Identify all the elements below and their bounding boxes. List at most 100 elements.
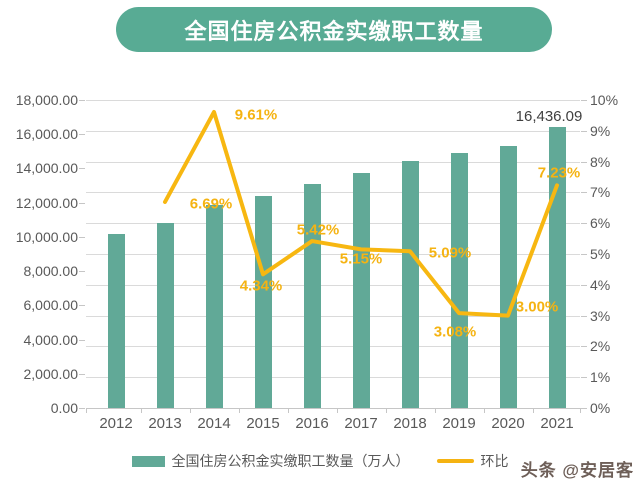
y-right-tick-label: 5% (590, 246, 611, 262)
legend-bar-swatch (131, 455, 165, 467)
y-left-tick-label: 18,000.00 (15, 92, 78, 108)
y-right-tick-label: 3% (590, 307, 611, 324)
y-right-tick (581, 408, 587, 409)
y-left-tick-label: 6,000.00 (23, 297, 79, 314)
growth-line (163, 110, 559, 318)
y-right-tick (581, 254, 587, 255)
x-label-2017: 2017 (344, 415, 378, 432)
y-right-tick-label: 6% (590, 215, 611, 232)
gridline (86, 100, 580, 101)
y-right-tick (581, 192, 587, 194)
y-left-tick-label: 2,000.00 (23, 365, 79, 382)
y-left-tick (79, 339, 85, 341)
y-right-tick-label: 10% (590, 92, 619, 108)
legend-line-swatch (436, 459, 474, 463)
gridline (86, 223, 580, 225)
legend-line-label: 环比 (480, 453, 509, 469)
x-tick (238, 408, 240, 413)
y-left-tick-label: 14,000.00 (15, 160, 78, 177)
y-right-tick (581, 284, 587, 286)
legend: 全国住房公积金实缴职工数量（万人） 环比 (0, 451, 640, 471)
x-label-2016: 2016 (295, 415, 329, 432)
x-tick (336, 408, 338, 413)
y-left-tick (79, 100, 85, 101)
x-label-2020: 2020 (491, 415, 525, 432)
x-tick (189, 408, 191, 413)
bar-2013 (156, 222, 174, 408)
y-left-tick (79, 373, 85, 375)
bar-2019 (450, 153, 468, 408)
line-label-2018: 5.09% (428, 244, 472, 262)
y-left-tick-label: 16,000.00 (15, 126, 78, 143)
x-label-2021: 2021 (540, 415, 574, 432)
x-tick (287, 408, 289, 413)
y-right-tick (581, 100, 587, 101)
bar-2014 (205, 204, 223, 408)
x-label-2019: 2019 (442, 415, 476, 432)
y-left-tick-label: 4,000.00 (23, 331, 79, 348)
line-label-2020: 3.00% (515, 298, 559, 316)
y-left-tick-label: 12,000.00 (15, 194, 78, 211)
y-right-tick (581, 377, 587, 379)
line-label-2013: 6.69% (189, 195, 233, 213)
y-left-tick-label: 8,000.00 (23, 263, 79, 280)
growth-line-path (163, 110, 559, 318)
legend-bar-label: 全国住房公积金实缴职工数量（万人） (171, 453, 410, 469)
x-tick (434, 408, 436, 413)
x-label-2014: 2014 (197, 415, 231, 432)
line-label-2017: 5.15% (339, 250, 383, 268)
gridline (86, 130, 580, 132)
gridline (86, 377, 580, 379)
x-tick (580, 408, 581, 413)
x-label-2012: 2012 (99, 415, 133, 432)
page-title: 全国住房公积金实缴职工数量 (184, 18, 484, 44)
x-tick (86, 408, 87, 413)
plot-area: 16,436.09 6.69% 9.61% 4.34% 5.42% 5.15% 5.09% 3… (86, 100, 583, 408)
gridline (86, 254, 580, 255)
y-right-tick (581, 223, 587, 225)
x-tick (140, 408, 142, 413)
y-right-tick (581, 161, 587, 163)
bar-value-label: 16,436.09 (515, 107, 583, 125)
gridline (86, 315, 580, 317)
y-right-tick-label: 0% (590, 400, 611, 416)
gridline (86, 192, 580, 194)
y-right-tick-label: 7% (590, 184, 611, 201)
x-tick (483, 408, 485, 413)
x-tick (385, 408, 387, 413)
y-right-tick (581, 346, 587, 348)
y-left-tick (79, 134, 85, 136)
x-label-2018: 2018 (393, 415, 427, 432)
y-left-tick-label: 10,000.00 (15, 228, 78, 245)
y-left-tick (79, 408, 85, 409)
y-right-tick-label: 2% (590, 338, 611, 355)
y-right-tick-label: 4% (590, 276, 611, 293)
watermark: 头条 @安居客 (520, 461, 634, 480)
x-tick (532, 408, 534, 413)
y-left-tick (79, 271, 85, 273)
y-left-tick (79, 236, 85, 238)
bar-2020 (499, 145, 517, 408)
y-right-tick-label: 9% (590, 122, 611, 139)
y-left-tick (79, 305, 85, 307)
chart-title-banner: 全国住房公积金实缴职工数量 (116, 7, 552, 52)
x-axis-line (86, 408, 580, 409)
y-right-tick-label: 1% (590, 369, 611, 386)
line-label-2021: 7.23% (537, 164, 581, 182)
bar-2015 (254, 195, 272, 408)
bar-2017 (352, 172, 370, 408)
x-label-2015: 2015 (246, 415, 280, 432)
line-label-2015: 4.34% (239, 277, 283, 295)
y-left-tick (79, 168, 85, 170)
line-label-2016: 5.42% (296, 221, 340, 239)
y-left-tick (79, 202, 85, 204)
gridline (86, 161, 580, 163)
gridline (86, 346, 580, 348)
gridline (86, 284, 580, 286)
x-label-2013: 2013 (148, 415, 182, 432)
line-label-2014: 9.61% (234, 106, 278, 124)
y-right-tick-label: 8% (590, 153, 611, 170)
y-right-tick (581, 315, 587, 317)
line-label-2019: 3.08% (433, 323, 477, 341)
bar-2012 (107, 234, 125, 408)
